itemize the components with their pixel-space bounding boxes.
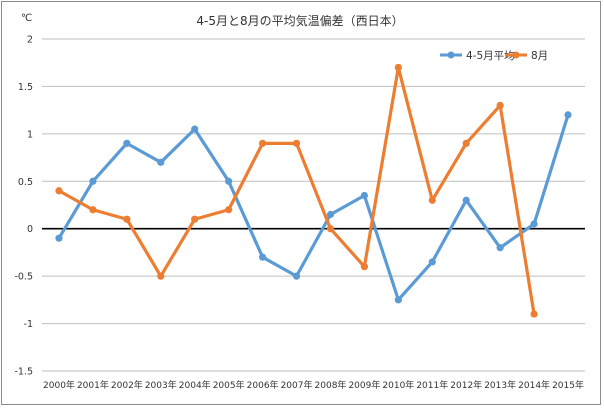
data-point [394, 63, 402, 72]
data-point [123, 139, 131, 147]
series-1 [55, 111, 572, 304]
x-tick-label: 2001年 [77, 379, 109, 391]
data-point [191, 215, 199, 223]
x-tick-label: 2006年 [247, 379, 279, 391]
data-point [530, 220, 538, 228]
data-point [55, 234, 63, 242]
data-point [258, 253, 267, 261]
x-axis-ticks: 2000年 2001年 2002年 2003年 2004年 2005年 2006年 2007年… [43, 379, 584, 391]
data-point [157, 272, 165, 280]
data-point [428, 258, 436, 266]
data-point [462, 196, 470, 204]
x-tick-label: 2010年 [382, 379, 414, 391]
x-tick-label: 2012年 [450, 379, 482, 391]
data-point [428, 196, 436, 204]
y-tick-label: 0.5 [18, 177, 33, 188]
data-point [258, 139, 267, 147]
y-tick-label: 0 [27, 224, 33, 235]
y-tick-label: -1.5 [14, 367, 33, 378]
gridlines [42, 38, 585, 372]
data-point [360, 191, 369, 200]
legend-marker [447, 51, 455, 59]
x-tick-label: 2008年 [315, 379, 347, 391]
data-point [292, 139, 301, 147]
chart-title: 4-5月と8月の平均気温偏差（西日本） [196, 13, 403, 28]
data-point [157, 158, 165, 166]
x-tick-label: 2013年 [484, 379, 516, 391]
x-tick-label: 2002年 [111, 379, 143, 391]
x-tick-label: 2000年 [43, 379, 75, 391]
data-point [326, 225, 335, 233]
data-point [123, 215, 131, 223]
series-group [55, 63, 572, 318]
y-tick-label: -1 [24, 319, 33, 330]
y-tick-label: 2 [27, 35, 33, 46]
legend-label: 4-5月平均 [466, 50, 515, 62]
x-tick-label: 2003年 [145, 379, 177, 391]
x-tick-label: 2011年 [416, 379, 448, 391]
legend-item: 8月 [505, 50, 548, 62]
x-tick-label: 2015年 [552, 379, 584, 391]
x-tick-label: 2009年 [348, 379, 380, 391]
data-point [89, 206, 97, 214]
series-line [57, 113, 570, 302]
series-2 [55, 63, 538, 318]
x-tick-label: 2007年 [281, 379, 313, 391]
data-point [191, 125, 199, 133]
data-point [225, 177, 233, 185]
data-point [496, 244, 504, 252]
data-point [530, 310, 538, 318]
data-point [326, 210, 335, 219]
x-tick-label: 2004年 [179, 379, 211, 391]
legend-item: 4-5月平均 [440, 50, 515, 62]
x-tick-label: 2005年 [213, 379, 245, 391]
x-tick-label: 2014年 [518, 379, 550, 391]
y-tick-label: 1.5 [18, 82, 33, 93]
data-point [564, 111, 572, 119]
legend-label: 8月 [531, 50, 548, 62]
data-point [496, 101, 504, 109]
legend-marker [512, 51, 520, 59]
y-tick-label: -0.5 [14, 272, 33, 283]
data-point [394, 296, 402, 304]
legend: 4-5月平均 8月 [440, 50, 548, 62]
data-point [360, 263, 369, 271]
y-tick-label: 1 [27, 129, 33, 140]
data-point [462, 139, 470, 147]
data-point [225, 206, 233, 214]
data-point [292, 272, 301, 280]
data-point [89, 177, 97, 185]
data-point [55, 187, 63, 195]
y-axis-ticks: 2 1.5 1 0.5 0 -0.5 -1 -1.5 [14, 35, 33, 378]
y-axis-unit-label: ℃ [21, 13, 32, 24]
